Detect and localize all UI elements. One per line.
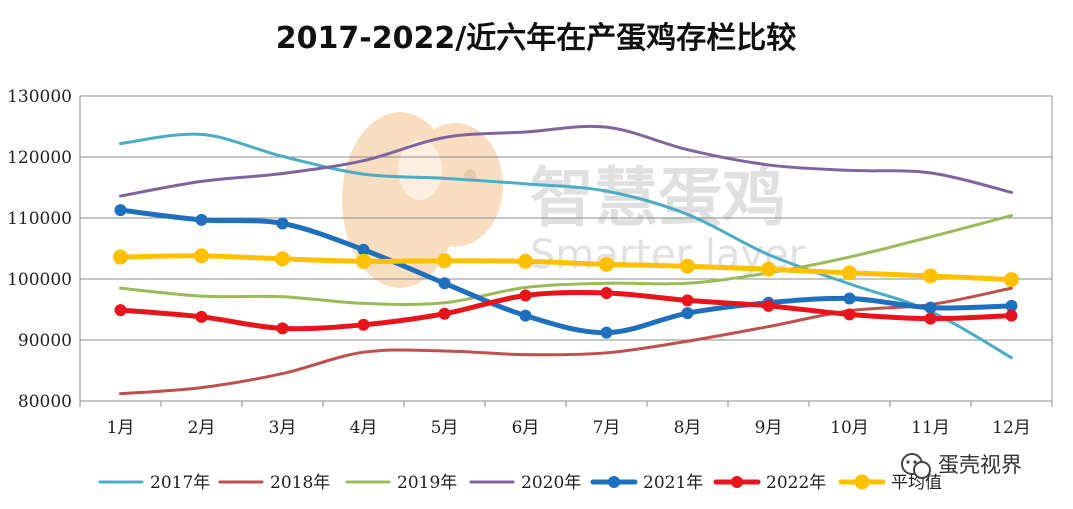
watermark-logo-icon (342, 112, 503, 288)
x-tick-label: 8月 (674, 418, 702, 438)
x-tick-label: 7月 (593, 418, 621, 438)
legend-item: 2017年 (98, 473, 210, 493)
x-tick-label: 9月 (755, 418, 783, 438)
wechat-icon (901, 453, 931, 479)
series-group (113, 124, 1019, 396)
x-tick-label: 1月 (107, 418, 135, 438)
data-point (357, 243, 370, 256)
legend-label: 平均值 (891, 473, 942, 493)
legend-label: 2020年 (521, 473, 581, 493)
legend-label: 2022年 (766, 473, 826, 493)
x-tick-label: 2月 (188, 418, 216, 438)
legend-label: 2019年 (397, 473, 457, 493)
series-1 (119, 286, 1013, 396)
brand-name: 蛋壳视界 (938, 453, 1022, 477)
legend-marker (854, 474, 870, 490)
data-point (438, 307, 451, 320)
x-tick-label: 6月 (512, 418, 540, 438)
data-point (681, 294, 694, 307)
legend-item: 2022年 (713, 473, 826, 493)
series-line (118, 253, 1014, 283)
legend-item: 2021年 (590, 473, 703, 493)
data-point (114, 304, 127, 317)
series-line (119, 214, 1013, 306)
data-point (924, 301, 937, 314)
x-tick-label: 12月 (992, 418, 1031, 438)
data-point (518, 253, 533, 269)
legend-item: 平均值 (838, 473, 942, 493)
data-point (842, 265, 857, 281)
y-tick-label: 80000 (18, 392, 72, 412)
data-point (195, 213, 208, 226)
y-tick-label: 90000 (18, 331, 72, 351)
data-point (276, 322, 289, 335)
watermark-cn: 智慧蛋鸡 (530, 162, 786, 236)
series-3 (119, 124, 1013, 198)
series-line (119, 286, 1013, 396)
data-point (519, 309, 532, 322)
series-line (119, 132, 1013, 360)
data-point (600, 287, 613, 300)
data-point (1005, 299, 1018, 312)
y-axis-ticks: 80000 90000 100000 110000 120000 130000 (7, 87, 72, 412)
data-point (356, 253, 371, 269)
series-4 (114, 204, 1018, 339)
data-point (438, 277, 451, 290)
data-point (762, 299, 775, 312)
series-line (119, 124, 1013, 198)
series-2 (119, 214, 1013, 306)
data-point (437, 253, 452, 269)
legend-item: 2019年 (345, 473, 457, 493)
data-point (1004, 272, 1019, 288)
data-point (600, 326, 613, 339)
data-point (275, 251, 290, 267)
x-tick-label: 3月 (269, 418, 297, 438)
legend-marker (608, 476, 620, 488)
data-point (843, 308, 856, 321)
y-tick-label: 100000 (7, 270, 72, 290)
x-axis-ticks: 1月 2月 3月 4月 5月 6月 7月 8月 9月 10月 11月 12月 (107, 418, 1031, 438)
data-point (681, 307, 694, 320)
x-tick-label: 4月 (350, 418, 378, 438)
legend-item: 2020年 (469, 473, 581, 493)
brand: 蛋壳视界 (901, 453, 1022, 479)
data-point (195, 310, 208, 323)
x-tick-label: 10月 (830, 418, 869, 438)
data-point (923, 268, 938, 284)
data-point (276, 217, 289, 230)
data-point (924, 312, 937, 325)
data-point (680, 258, 695, 274)
axes (79, 96, 1053, 407)
y-tick-label: 110000 (7, 209, 72, 229)
series-line (118, 290, 1014, 332)
y-tick-label: 130000 (7, 87, 72, 107)
x-tick-label: 11月 (911, 418, 950, 438)
chart-title: 2017-2022/近六年在产蛋鸡存栏比较 (276, 21, 796, 56)
data-point (519, 289, 532, 302)
data-point (114, 204, 127, 217)
series-0 (119, 132, 1013, 360)
data-point (599, 256, 614, 272)
data-point (113, 249, 128, 265)
data-point (761, 261, 776, 277)
series-5 (114, 287, 1018, 335)
data-point (1005, 309, 1018, 322)
legend-marker (731, 476, 743, 488)
data-point (357, 318, 370, 331)
legend-label: 2017年 (150, 473, 210, 493)
x-tick-label: 5月 (431, 418, 459, 438)
data-point (194, 248, 209, 264)
legend-label: 2018年 (270, 473, 330, 493)
series-6 (113, 248, 1019, 288)
series-line (118, 207, 1014, 336)
legend-label: 2021年 (643, 473, 703, 493)
y-tick-label: 120000 (7, 148, 72, 168)
legend-item: 2018年 (218, 473, 330, 493)
legend: 2017年 2018年 2019年 2020年 2021年 2022年 平均值 (98, 473, 942, 493)
data-point (843, 292, 856, 305)
